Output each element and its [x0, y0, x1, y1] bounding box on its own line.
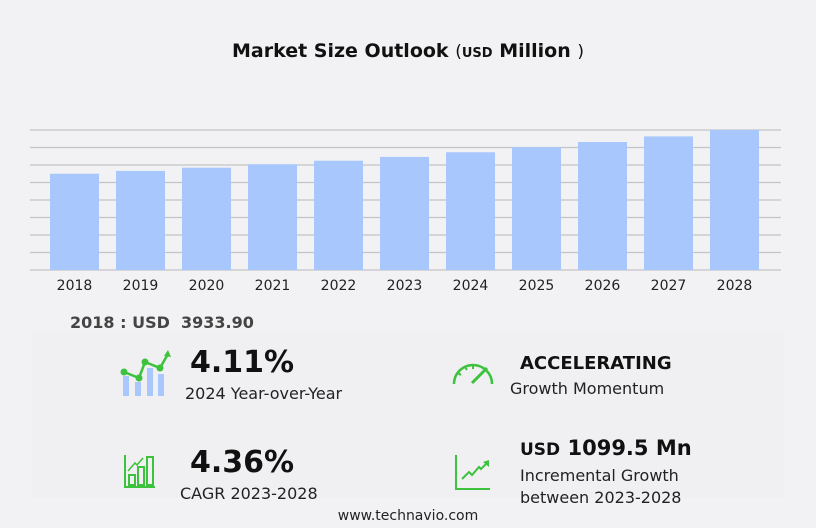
momentum-label: Growth Momentum	[510, 379, 665, 398]
title-unit: USD	[461, 46, 493, 61]
incremental-value: 1099.5 Mn	[567, 436, 692, 460]
x-tick-label: 2018	[57, 278, 93, 294]
line-growth-icon	[455, 455, 490, 490]
cagr-value: 4.36%	[190, 445, 295, 480]
cagr-label: CAGR 2023-2028	[180, 484, 318, 503]
base-value: 2018 : USD 3933.90	[70, 313, 254, 332]
title-paren-open: (	[455, 42, 462, 62]
bar-growth-icon	[124, 455, 155, 488]
x-tick-label: 2027	[651, 278, 687, 294]
x-tick-label: 2022	[321, 278, 357, 294]
growth-chart-icon	[120, 350, 171, 396]
bar-2023	[380, 156, 429, 270]
x-tick-label: 2026	[585, 278, 621, 294]
chart-title: Market Size Outlook (USD Million )	[0, 40, 816, 62]
momentum-value: ACCELERATING	[520, 353, 672, 374]
bar-2026	[578, 142, 627, 270]
base-value-number: 3933.90	[181, 313, 254, 332]
x-tick-label: 2020	[189, 278, 225, 294]
bar-2021	[248, 164, 297, 270]
bar-2019	[116, 170, 165, 270]
footer-source: www.technavio.com	[337, 508, 479, 524]
bar-2027	[644, 136, 693, 270]
incremental-label: Incremental Growth	[520, 466, 679, 485]
bar-2022	[314, 160, 363, 270]
x-tick-label: 2024	[453, 278, 489, 294]
speedometer-icon	[452, 363, 494, 385]
yoy-value: 4.11%	[190, 345, 295, 380]
bar-2025	[512, 147, 561, 270]
bar-2024	[446, 152, 495, 270]
x-tick-label: 2019	[123, 278, 159, 294]
bar-2020	[182, 167, 231, 270]
x-tick-label: 2023	[387, 278, 423, 294]
yoy-label: 2024 Year-over-Year	[185, 384, 343, 403]
incremental-period: between 2023-2028	[520, 488, 682, 507]
bar-chart: 2018 2019 2020 2021 2022 2023 2024 2025 2026 2027…	[30, 129, 781, 294]
title-main: Market Size Outlook	[231, 40, 449, 62]
bar-2028	[710, 130, 759, 270]
base-value-label: 2018 : USD	[70, 313, 170, 332]
bar-2018	[50, 173, 99, 270]
x-tick-label: 2028	[717, 278, 753, 294]
title-unit-word: Million	[499, 40, 571, 62]
stats-panel	[32, 333, 784, 498]
incremental-prefix: USD	[520, 440, 561, 460]
x-tick-label: 2025	[519, 278, 555, 294]
title-paren-close: )	[577, 42, 584, 62]
x-tick-label: 2021	[255, 278, 291, 294]
